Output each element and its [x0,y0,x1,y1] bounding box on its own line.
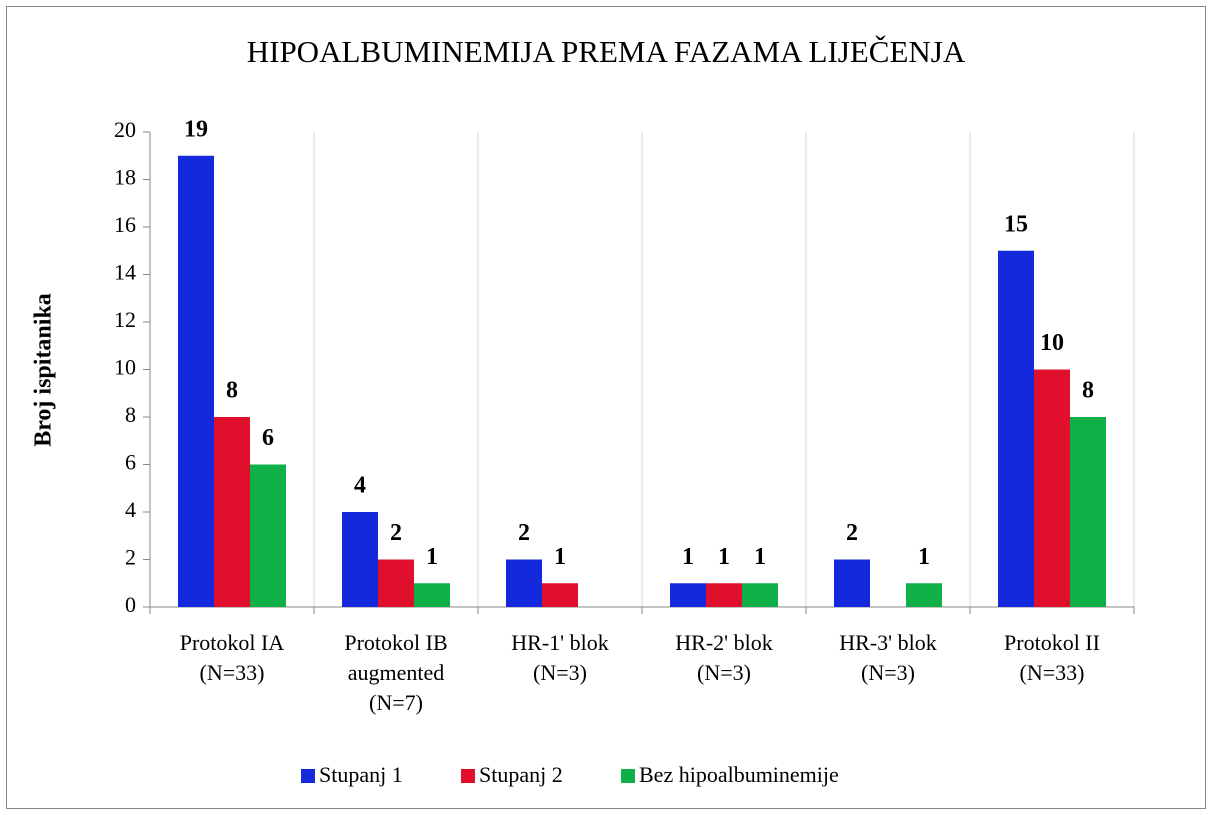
y-tick-label: 20 [114,117,136,142]
x-tick-label: HR-2' blok (N=3) [675,630,772,685]
bar [670,583,706,607]
value-label: 2 [846,520,858,546]
bar [706,583,742,607]
y-tick-label: 16 [114,212,136,237]
value-label: 1 [718,544,730,570]
x-tick-label: HR-1' blok (N=3) [511,630,608,685]
bar [834,559,870,607]
y-tick-label: 14 [114,260,136,285]
x-tick-label: Protokol IB augmented (N=7) [344,630,447,715]
value-label: 6 [262,425,274,451]
value-label: 1 [754,544,766,570]
y-tick-label: 2 [125,545,136,570]
bar [414,583,450,607]
value-label: 2 [518,520,530,546]
value-label: 8 [226,378,238,404]
x-tick-label: HR-3' blok (N=3) [839,630,936,685]
legend-swatch [461,769,475,783]
bar [506,559,542,607]
y-tick-label: 10 [114,355,136,380]
legend-swatch [301,769,315,783]
value-label: 19 [184,116,208,142]
value-label: 1 [426,544,438,570]
bar [906,583,942,607]
legend-label: Bez hipoalbuminemije [639,762,839,787]
value-label: 15 [1004,211,1028,237]
bar [342,512,378,607]
value-label: 8 [1082,378,1094,404]
value-label: 2 [390,520,402,546]
bar [1034,369,1070,607]
value-label: 1 [554,544,566,570]
legend-swatch [621,769,635,783]
bar [378,559,414,607]
value-label: 1 [918,544,930,570]
legend-label: Stupanj 2 [479,762,563,787]
bar [1070,417,1106,607]
bar [214,417,250,607]
legend-label: Stupanj 1 [319,762,403,787]
y-axis-label: Broj ispitanika [31,293,57,447]
y-tick-label: 18 [114,165,136,190]
value-label: 1 [682,544,694,570]
y-tick-label: 0 [125,592,136,617]
y-tick-label: 4 [125,497,136,522]
x-tick-label: Protokol IA (N=33) [180,630,285,685]
chart-title: HIPOALBUMINEMIJA PREMA FAZAMA LIJEČENJA [247,34,966,69]
value-label: 4 [354,473,366,499]
bar [742,583,778,607]
value-label: 10 [1040,330,1064,356]
y-tick-label: 6 [125,450,136,475]
bar [542,583,578,607]
y-tick-label: 12 [114,307,136,332]
bar [250,464,286,607]
bar [998,250,1034,607]
x-tick-label: Protokol II (N=33) [1004,630,1100,685]
y-tick-label: 8 [125,402,136,427]
bar [178,155,214,607]
